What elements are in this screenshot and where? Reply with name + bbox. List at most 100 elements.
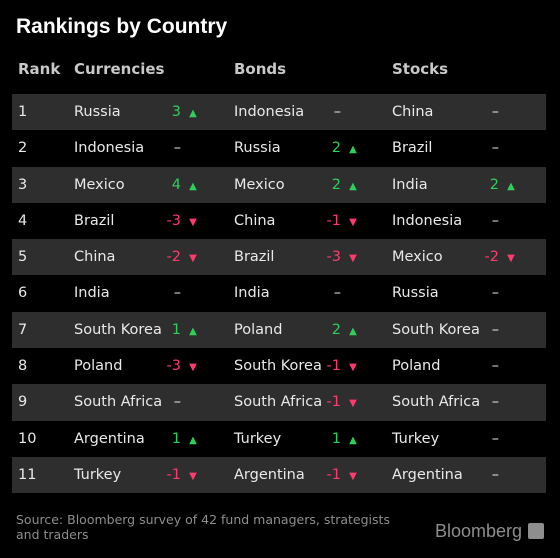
down-arrow-icon: ▼ — [349, 362, 357, 374]
bloomberg-logo: Bloomberg — [434, 521, 522, 541]
currencies-change: -1 ▼ — [152, 457, 200, 495]
currencies-country: Poland — [74, 358, 123, 375]
currencies-change-value: – — [173, 394, 181, 411]
currencies-country: India — [74, 285, 110, 302]
bonds-change-value: – — [333, 285, 341, 302]
stocks-change-value: – — [491, 212, 499, 229]
currencies-change: 3 ▲ — [152, 94, 200, 132]
rank-cell: 3 — [18, 176, 28, 193]
stocks-change-value: – — [491, 466, 499, 483]
rank-cell: 8 — [18, 358, 28, 375]
currencies-country: South Korea — [74, 321, 162, 338]
currencies-change-value: – — [173, 285, 181, 302]
bonds-country: Turkey — [234, 430, 282, 447]
bonds-change-value: -1 — [326, 394, 341, 411]
stocks-country: Turkey — [392, 430, 440, 447]
down-arrow-icon: ▼ — [349, 253, 357, 265]
bonds-country: Argentina — [234, 466, 305, 483]
bonds-change: -1 ▼ — [312, 384, 360, 422]
bonds-change-value: -3 — [326, 249, 341, 266]
stocks-country: India — [392, 176, 428, 193]
currencies-change: -3 ▼ — [152, 348, 200, 386]
currencies-country: Argentina — [74, 430, 145, 447]
bonds-change-value: -1 — [326, 358, 341, 375]
stocks-country: Indonesia — [392, 212, 463, 229]
currencies-change: -2 ▼ — [152, 239, 200, 277]
bonds-change: – — [312, 275, 360, 311]
up-arrow-icon: ▲ — [349, 180, 357, 192]
currencies-change-value: 3 — [171, 104, 181, 120]
bonds-country: Indonesia — [234, 104, 305, 120]
currencies-country: Mexico — [74, 176, 125, 193]
stocks-change: 2 ▲ — [470, 167, 518, 205]
down-arrow-icon: ▼ — [189, 362, 197, 374]
stocks-change-value: – — [491, 430, 499, 447]
bonds-country: Poland — [234, 321, 283, 338]
stocks-country: Brazil — [392, 140, 433, 157]
currencies-change: -3 ▼ — [152, 203, 200, 241]
stocks-change: – — [470, 275, 518, 311]
table-row: 7 South Korea 1 ▲ Poland 2 ▲ South Korea – — [12, 311, 546, 350]
stocks-change: -2 ▼ — [470, 239, 518, 277]
bonds-change: -1 ▼ — [312, 348, 360, 386]
rank-cell: 10 — [18, 430, 37, 447]
stocks-country: Poland — [392, 358, 441, 375]
stocks-country: Mexico — [392, 249, 443, 266]
stocks-change-value: 2 — [489, 176, 499, 193]
currencies-change-value: -3 — [166, 358, 181, 375]
source-note: Source: Bloomberg survey of 42 fund mana… — [16, 512, 390, 542]
rank-cell: 4 — [18, 212, 28, 229]
stocks-change-value: – — [491, 285, 499, 302]
bonds-change-value: 2 — [331, 176, 341, 193]
down-arrow-icon: ▼ — [349, 216, 357, 228]
up-arrow-icon: ▲ — [507, 180, 515, 192]
down-arrow-icon: ▼ — [189, 216, 197, 228]
currencies-change: – — [152, 384, 200, 420]
table-row: 6 India – India – Russia – — [12, 275, 546, 311]
bonds-country: India — [234, 285, 270, 302]
up-arrow-icon: ▲ — [349, 144, 357, 156]
chart-title: Rankings by Country — [16, 15, 228, 38]
currencies-change-value: -1 — [166, 466, 181, 483]
table-row: 3 Mexico 4 ▲ Mexico 2 ▲ India 2 ▲ — [12, 166, 546, 205]
bonds-change: – — [312, 94, 360, 130]
header-bonds: Bonds — [234, 60, 287, 78]
table-row: 1 Russia 3 ▲ Indonesia – China – — [12, 94, 546, 132]
table-row: 2 Indonesia – Russia 2 ▲ Brazil – — [12, 130, 546, 166]
header-rank: Rank — [18, 60, 61, 78]
bonds-country: Brazil — [234, 249, 275, 266]
bonds-change: -3 ▼ — [312, 239, 360, 277]
currencies-change-value: – — [173, 140, 181, 157]
bonds-change: -1 ▼ — [312, 203, 360, 241]
stocks-country: Argentina — [392, 466, 463, 483]
rank-cell: 2 — [18, 140, 28, 157]
currencies-change-value: 1 — [171, 430, 181, 447]
currencies-country: Turkey — [74, 466, 122, 483]
stocks-country: South Korea — [392, 321, 480, 338]
stocks-change-value: – — [491, 104, 499, 120]
stocks-change: – — [470, 312, 518, 348]
bonds-change-value: 1 — [331, 430, 341, 447]
up-arrow-icon: ▲ — [189, 434, 197, 446]
currencies-change: 4 ▲ — [152, 167, 200, 205]
stocks-change-value: – — [491, 358, 499, 375]
bonds-change-value: 2 — [331, 321, 341, 338]
table-row: 11 Turkey -1 ▼ Argentina -1 ▼ Argentina – — [12, 456, 546, 495]
currencies-country: Brazil — [74, 212, 115, 229]
bonds-country: Mexico — [234, 176, 285, 193]
up-arrow-icon: ▲ — [189, 108, 197, 119]
header-stocks: Stocks — [392, 60, 449, 78]
table-row: 5 China -2 ▼ Brazil -3 ▼ Mexico -2 ▼ — [12, 239, 546, 277]
bonds-change: 2 ▲ — [312, 167, 360, 205]
bonds-country: China — [234, 212, 276, 229]
table-row: 10 Argentina 1 ▲ Turkey 1 ▲ Turkey – — [12, 421, 546, 457]
up-arrow-icon: ▲ — [189, 180, 197, 192]
bonds-change: 2 ▲ — [312, 312, 360, 350]
currencies-change-value: 1 — [171, 321, 181, 338]
up-arrow-icon: ▲ — [349, 325, 357, 337]
bonds-country: South Africa — [234, 394, 323, 411]
stocks-change: – — [470, 130, 518, 166]
down-arrow-icon: ▼ — [349, 398, 357, 410]
stocks-change-value: -2 — [484, 249, 499, 266]
